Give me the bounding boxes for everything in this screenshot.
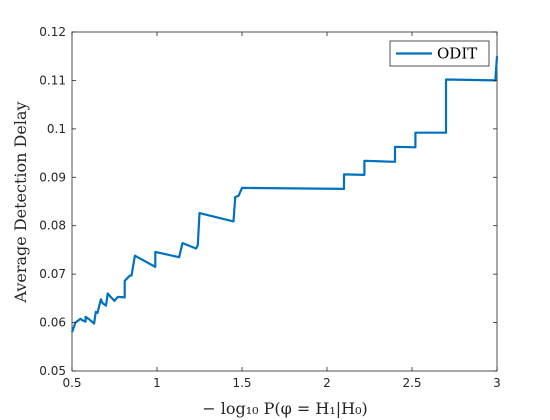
y-tick-label: 0.08 bbox=[39, 219, 66, 233]
x-tick-label: 1 bbox=[153, 376, 161, 390]
y-tick-label: 0.11 bbox=[39, 73, 66, 87]
series-layer bbox=[70, 56, 499, 333]
series-line-odit bbox=[70, 56, 499, 333]
x-tick-label: 2 bbox=[323, 376, 331, 390]
axes-frame bbox=[71, 31, 498, 372]
legend-box bbox=[389, 40, 490, 67]
legend-entry-label: ODIT bbox=[437, 45, 477, 63]
y-tick-label: 0.06 bbox=[39, 316, 66, 330]
y-axis-label: Average Detection Delay bbox=[11, 101, 30, 303]
y-tick-label: 0.12 bbox=[39, 25, 66, 39]
ticks-layer: 0.5 1 1.5 2 2.5 3 0.05 0.06 0.07 0.08 0.09 0.1 0.11 0… bbox=[39, 25, 501, 390]
y-tick-label: 0.1 bbox=[47, 122, 66, 136]
plot-area bbox=[71, 31, 498, 372]
x-tick-label: 3 bbox=[493, 376, 501, 390]
y-tick-label: 0.07 bbox=[39, 267, 66, 281]
x-tick-label: 1.5 bbox=[232, 376, 251, 390]
legend: ODIT bbox=[389, 40, 490, 67]
x-axis-label: − log₁₀ P(φ = H₁|H₀) bbox=[202, 399, 368, 418]
x-tick-label: 0.5 bbox=[62, 376, 81, 390]
x-tick-label: 2.5 bbox=[402, 376, 421, 390]
y-tick-label: 0.09 bbox=[39, 170, 66, 184]
y-tick-label: 0.05 bbox=[39, 364, 66, 378]
